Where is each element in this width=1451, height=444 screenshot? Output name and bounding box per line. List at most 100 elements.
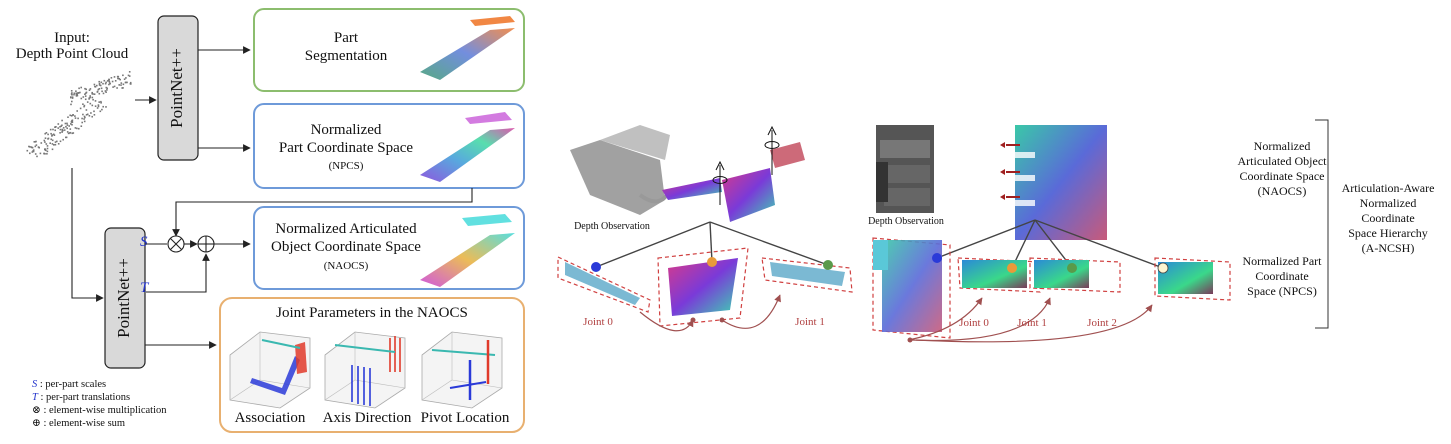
input-point [91,104,94,107]
hier-ancsh-line5: (A-NCSH) [1362,241,1415,255]
input-point [50,132,52,135]
input-point [83,105,85,108]
input-point [82,96,85,98]
input-point [63,129,66,131]
input-point [72,132,75,134]
glasses-naocs-model [662,125,805,222]
input-point [111,80,114,83]
naocs-line3: (NAOCS) [324,260,369,272]
input-point [117,77,119,80]
cabinet-joint1-label: Joint 1 [1017,317,1047,329]
input-point [85,92,87,95]
input-point [119,78,121,81]
input-point [125,77,127,79]
hier-naocs-line3: Coordinate Space [1240,169,1325,183]
input-point [110,77,113,79]
input-point [59,128,62,131]
input-point [96,91,99,93]
input-point [105,81,107,84]
input-point [108,78,110,81]
input-point [71,132,74,135]
input-point [106,80,109,82]
hier-ancsh-line3: Coordinate [1361,211,1414,225]
input-point [70,96,72,98]
hier-naocs-line2: Articulated Object [1238,154,1328,168]
input-point [104,82,107,85]
glasses-tree-edges [595,221,829,268]
input-point [45,132,48,134]
segmentation-line1: Part [334,30,359,46]
hierarchy-bracket [1315,119,1329,329]
input-point [57,127,59,129]
input-point [126,81,128,84]
input-point [54,126,56,128]
input-point [93,110,95,113]
naocs-line2: Object Coordinate Space [271,239,421,255]
input-point [114,80,117,82]
input-point [73,92,76,95]
arrow-t-to-sum [146,253,210,293]
input-point [100,100,102,103]
input-point [124,81,127,84]
npcs-line3: (NPCS) [329,160,364,172]
input-point [71,121,74,123]
input-point [105,106,107,108]
input-point [29,146,31,148]
cabinet-part-drawer2 [1154,257,1231,301]
input-point [99,110,102,113]
input-point [67,132,70,135]
input-point [52,133,55,136]
hier-ancsh-line4: Space Hierarchy [1348,226,1428,240]
input-point [46,147,49,150]
input-point [94,100,97,102]
joint-panel-axis-direction [324,331,406,409]
input-point [123,78,126,80]
input-point [128,75,131,77]
input-point [74,127,77,129]
input-point [89,96,91,99]
input-point [33,141,36,143]
pointnet-top-block [157,15,199,161]
input-point [84,98,87,101]
input-point [102,105,104,108]
input-point [49,128,52,131]
input-label-line2: Depth Point Cloud [16,46,129,62]
input-point [108,83,110,86]
input-point [83,120,86,123]
input-point [82,113,84,116]
input-point [61,119,63,122]
input-point [71,92,73,94]
input-point [66,131,69,133]
input-point [98,80,100,83]
input-point [88,115,91,117]
input-point [31,151,34,153]
input-point [45,143,48,145]
input-point [104,90,107,92]
input-point [43,139,46,142]
input-point [65,125,67,128]
input-point [57,123,60,125]
cabinet-joint2-arrow [915,304,1153,343]
input-point [105,86,108,89]
legend-item-scale: S : per-part scales [32,379,107,390]
input-point [98,82,101,85]
input-point [91,115,93,118]
input-point [85,91,88,94]
glasses-part-center [657,247,749,327]
input-point [77,92,79,94]
hier-npcs-line3: Space (NPCS) [1247,284,1317,298]
input-point [74,117,77,119]
input-point [107,79,110,81]
input-point [85,88,87,91]
input-point [99,84,102,87]
input-point [80,97,83,100]
input-point [67,116,69,118]
naocs-point-cloud [420,214,515,287]
input-point [98,84,101,86]
input-point [89,88,92,90]
input-point [84,87,86,90]
input-point [29,152,31,155]
input-point [46,145,49,147]
input-point [46,150,49,153]
input-point [37,146,40,148]
